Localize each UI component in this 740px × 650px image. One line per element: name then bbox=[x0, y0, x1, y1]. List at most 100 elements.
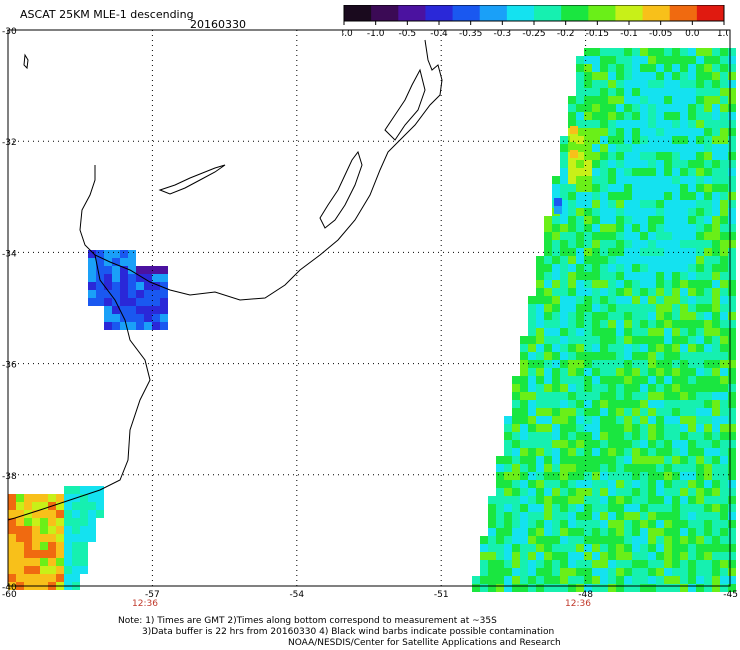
swath-pixel bbox=[688, 528, 696, 536]
swath-pixel bbox=[696, 120, 704, 128]
swath-pixel bbox=[608, 104, 616, 112]
swath-pixel bbox=[624, 288, 632, 296]
swath-pixel bbox=[728, 472, 736, 480]
swath-pixel bbox=[576, 168, 584, 176]
swath-pixel bbox=[584, 240, 592, 248]
swath-pixel bbox=[544, 256, 552, 264]
swath-pixel bbox=[560, 424, 568, 432]
swath-pixel bbox=[592, 232, 600, 240]
swath-pixel bbox=[592, 144, 600, 152]
swath-pixel bbox=[656, 104, 664, 112]
swath-pixel bbox=[640, 208, 648, 216]
swath-pixel bbox=[640, 56, 648, 64]
swath-pixel bbox=[648, 176, 656, 184]
swath-pixel bbox=[624, 56, 632, 64]
swath-pixel bbox=[696, 152, 704, 160]
swath-pixel bbox=[648, 376, 656, 384]
swath-pixel bbox=[648, 584, 656, 592]
swath-pixel bbox=[656, 376, 664, 384]
swath-pixel bbox=[632, 384, 640, 392]
swath-pixel bbox=[520, 496, 528, 504]
swath-pixel bbox=[584, 304, 592, 312]
swath-pixel bbox=[672, 288, 680, 296]
swath-pixel bbox=[40, 534, 48, 542]
swath-pixel bbox=[584, 584, 592, 592]
swath-pixel bbox=[656, 456, 664, 464]
swath-pixel bbox=[592, 336, 600, 344]
swath-pixel bbox=[728, 560, 736, 568]
swath-pixel bbox=[672, 448, 680, 456]
swath-pixel bbox=[568, 176, 576, 184]
swath-pixel bbox=[648, 48, 656, 56]
swath-pixel bbox=[528, 448, 536, 456]
swath-pixel bbox=[112, 290, 120, 298]
swath-pixel bbox=[544, 408, 552, 416]
swath-pixel bbox=[664, 112, 672, 120]
swath-pixel bbox=[704, 152, 712, 160]
swath-pixel bbox=[672, 80, 680, 88]
swath-pixel bbox=[592, 360, 600, 368]
swath-pixel bbox=[648, 104, 656, 112]
swath-pixel bbox=[96, 282, 104, 290]
swath-pixel bbox=[704, 216, 712, 224]
swath-pixel bbox=[560, 504, 568, 512]
swath-pixel bbox=[624, 376, 632, 384]
swath-pixel bbox=[688, 272, 696, 280]
color-scale-swatch bbox=[371, 5, 399, 21]
swath-pixel bbox=[552, 576, 560, 584]
swath-pixel bbox=[568, 432, 576, 440]
swath-pixel bbox=[592, 320, 600, 328]
swath-pixel bbox=[616, 80, 624, 88]
swath-pixel bbox=[664, 336, 672, 344]
swath-pixel bbox=[720, 112, 728, 120]
swath-pixel bbox=[72, 566, 80, 574]
swath-pixel bbox=[696, 544, 704, 552]
swath-pixel bbox=[136, 282, 144, 290]
swath-pixel bbox=[624, 512, 632, 520]
swath-pixel bbox=[648, 552, 656, 560]
swath-pixel bbox=[728, 424, 736, 432]
swath-pixel bbox=[720, 328, 728, 336]
swath-pixel bbox=[32, 550, 40, 558]
color-scale-label: -0.2 bbox=[557, 29, 575, 39]
swath-pixel bbox=[616, 104, 624, 112]
swath-pixel bbox=[568, 320, 576, 328]
swath-pixel bbox=[608, 512, 616, 520]
swath-pixel bbox=[632, 560, 640, 568]
swath-pixel bbox=[592, 392, 600, 400]
swath-pixel bbox=[136, 322, 144, 330]
swath-pixel bbox=[688, 168, 696, 176]
swath-pixel bbox=[680, 160, 688, 168]
swath-pixel bbox=[616, 320, 624, 328]
swath-pixel bbox=[552, 384, 560, 392]
swath-pixel bbox=[528, 440, 536, 448]
swath-pixel bbox=[112, 322, 120, 330]
swath-pixel bbox=[664, 440, 672, 448]
swath-pixel bbox=[632, 376, 640, 384]
swath-pixel bbox=[24, 526, 32, 534]
swath-pixel bbox=[576, 384, 584, 392]
swath-pixel bbox=[608, 280, 616, 288]
swath-pixel bbox=[728, 272, 736, 280]
swath-pixel bbox=[552, 440, 560, 448]
swath-pixel bbox=[576, 536, 584, 544]
swath-pixel bbox=[648, 432, 656, 440]
swath-pixel bbox=[584, 256, 592, 264]
swath-pixel bbox=[584, 464, 592, 472]
swath-pixel bbox=[688, 312, 696, 320]
swath-pixel bbox=[544, 504, 552, 512]
swath-pixel bbox=[536, 336, 544, 344]
swath-pixel bbox=[536, 496, 544, 504]
swath-pixel bbox=[584, 104, 592, 112]
swath-pixel bbox=[624, 280, 632, 288]
swath-pixel bbox=[672, 464, 680, 472]
swath-pixel bbox=[704, 488, 712, 496]
swath-pixel bbox=[696, 328, 704, 336]
swath-pixel bbox=[664, 528, 672, 536]
swath-pixel bbox=[632, 480, 640, 488]
swath-pixel bbox=[672, 312, 680, 320]
color-scale-swatch bbox=[642, 5, 671, 21]
swath-pixel bbox=[616, 464, 624, 472]
swath-pixel bbox=[696, 304, 704, 312]
swath-pixel bbox=[712, 472, 720, 480]
